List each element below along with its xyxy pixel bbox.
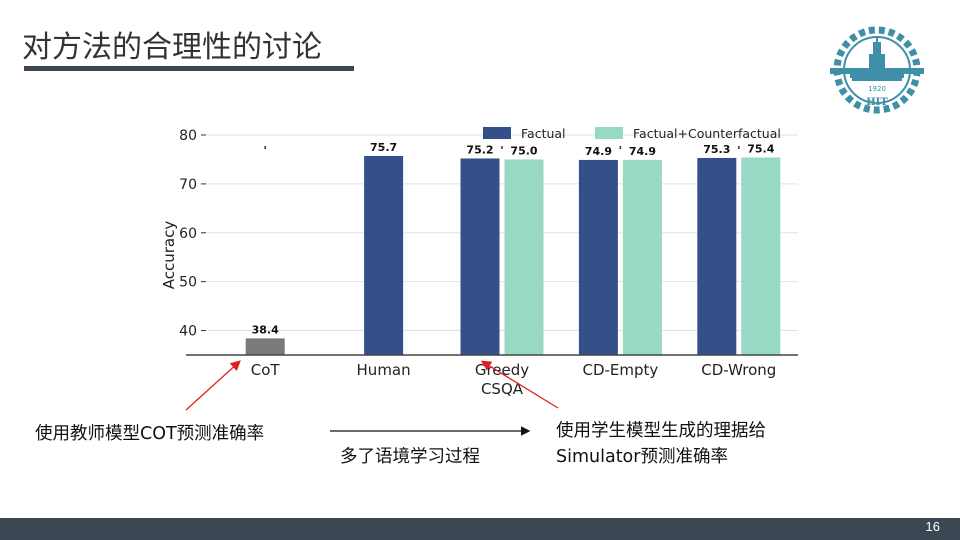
accuracy-bar-chart: 38.475.7 75.2 75.0 74.9 74.9 75.3 75.4 4050607… (160, 126, 798, 398)
bar-layer (245, 156, 781, 355)
x-tick-label: Greedy (475, 361, 529, 379)
bar-value-label: 74.9 (629, 145, 656, 158)
bar-value-label: 75.2 (466, 143, 493, 156)
context-learning-note: 多了语境学习过程 (340, 447, 480, 467)
bar-factual (578, 159, 618, 355)
legend-label: Factual+Counterfactual (633, 126, 781, 141)
student-rationale-note-line1: 使用学生模型生成的理据给 (556, 421, 766, 441)
student-rationale-note-line2: Simulator预测准确率 (556, 447, 728, 467)
legend: Factual Factual+Counterfactual (483, 126, 781, 141)
bar-counterfactual (741, 157, 781, 355)
bar-factual (460, 158, 500, 355)
y-tick-label: 70 (179, 177, 197, 193)
bar-cot-baseline (245, 338, 285, 355)
bar-factual (364, 156, 404, 355)
bar-factual (697, 157, 737, 355)
teacher-cot-note: 使用教师模型COT预测准确率 (35, 424, 265, 444)
bar-value-label: 75.0 (510, 144, 537, 157)
y-tick-label: 50 (179, 275, 197, 291)
slide-title: 对方法的合理性的讨论 (22, 30, 322, 65)
title-underline (24, 66, 354, 71)
bar-value-label: 75.4 (747, 142, 774, 155)
bar-value-label: 74.9 (585, 145, 612, 158)
x-axis-label: CSQA (481, 380, 524, 398)
y-tick-label: 80 (179, 128, 197, 144)
legend-swatch-factual (483, 127, 511, 139)
bar-counterfactual (504, 159, 544, 355)
x-tick-label: Human (357, 361, 411, 379)
y-tick-label: 40 (179, 324, 197, 340)
bar-counterfactual (622, 159, 662, 355)
x-tick-label: CD-Empty (582, 361, 658, 379)
legend-swatch-counterfactual (595, 127, 623, 139)
legend-label: Factual (521, 126, 566, 141)
logo-year: 1920 (868, 85, 886, 93)
university-logo: 1920 HIT (830, 26, 924, 114)
x-tick-label: CoT (251, 361, 281, 379)
logo-text: HIT (866, 97, 888, 108)
y-axis-label: Accuracy (160, 221, 178, 290)
bar-value-label: 38.4 (252, 323, 279, 336)
y-tick-label: 60 (179, 226, 197, 242)
footer-bar: 16 (0, 518, 960, 540)
x-tick-label: CD-Wrong (701, 361, 776, 379)
bar-value-label: 75.3 (703, 143, 730, 156)
page-number: 16 (925, 519, 940, 534)
